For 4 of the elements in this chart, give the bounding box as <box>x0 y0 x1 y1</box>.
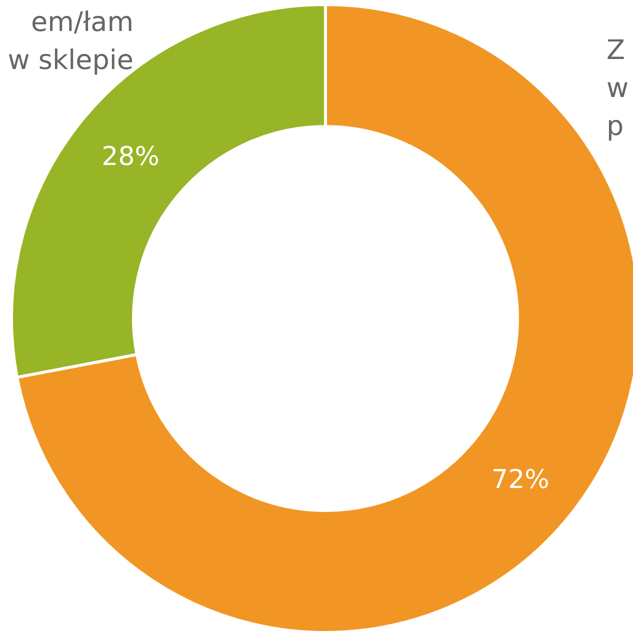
data-label: 72% <box>492 464 550 495</box>
slice-label: em/łam w sklepie <box>8 7 134 76</box>
data-label: 28% <box>102 142 160 172</box>
slice-label: Z w p <box>606 35 629 142</box>
